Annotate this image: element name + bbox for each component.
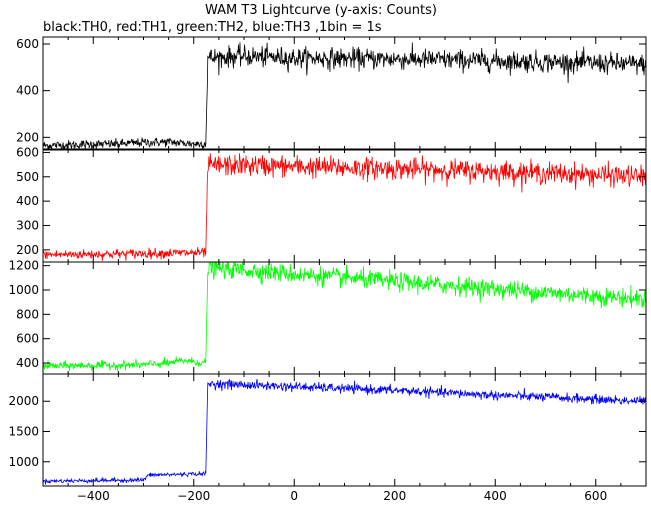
panel-th3: 1000 1500 2000 — [8, 373, 647, 487]
y-tick-label: 200 — [16, 130, 39, 144]
y-tick-label: 400 — [16, 194, 39, 208]
y-tick-label: 400 — [16, 84, 39, 98]
y-tick-label: 300 — [16, 218, 39, 232]
panels-group: 2004006002003004005006004006008001000120… — [8, 36, 647, 487]
y-tick-label: 400 — [16, 356, 39, 370]
y-tick-label: 1500 — [8, 425, 39, 439]
y-tick-label: 800 — [16, 307, 39, 321]
panel-th0: 200 400 600 — [16, 36, 647, 150]
y-tick-label: 2000 — [8, 394, 39, 408]
y-tick-label: 200 — [16, 243, 39, 257]
y-tick-label: 600 — [16, 332, 39, 346]
series-line-th1 — [43, 153, 646, 261]
panel-th2: 400 600 800 1000 1200 — [8, 259, 647, 375]
x-tick-label: −400 — [77, 489, 110, 503]
x-axis: −400 −200 0 200 400 600 — [77, 489, 607, 503]
y-tick-label: 1000 — [8, 455, 39, 469]
y-tick-label: 600 — [16, 37, 39, 51]
x-tick-label: 400 — [484, 489, 507, 503]
x-tick-label: −200 — [177, 489, 210, 503]
chart-subtitle: black:TH0, red:TH1, green:TH2, blue:TH3 … — [43, 20, 382, 35]
series-line-th3 — [43, 378, 646, 485]
y-tick-label: 1200 — [8, 259, 39, 273]
y-tick-label: 1000 — [8, 283, 39, 297]
x-tick-label: 200 — [383, 489, 406, 503]
chart-title: WAM T3 Lightcurve (y-axis: Counts) — [205, 3, 437, 18]
panel-th1: 200 300 400 500 600 — [16, 145, 647, 263]
x-tick-label: 0 — [290, 489, 298, 503]
y-tick-label: 600 — [16, 145, 39, 159]
series-line-th2 — [43, 262, 646, 371]
x-tick-label: 600 — [584, 489, 607, 503]
y-tick-label: 500 — [16, 170, 39, 184]
series-line-th0 — [43, 42, 646, 149]
